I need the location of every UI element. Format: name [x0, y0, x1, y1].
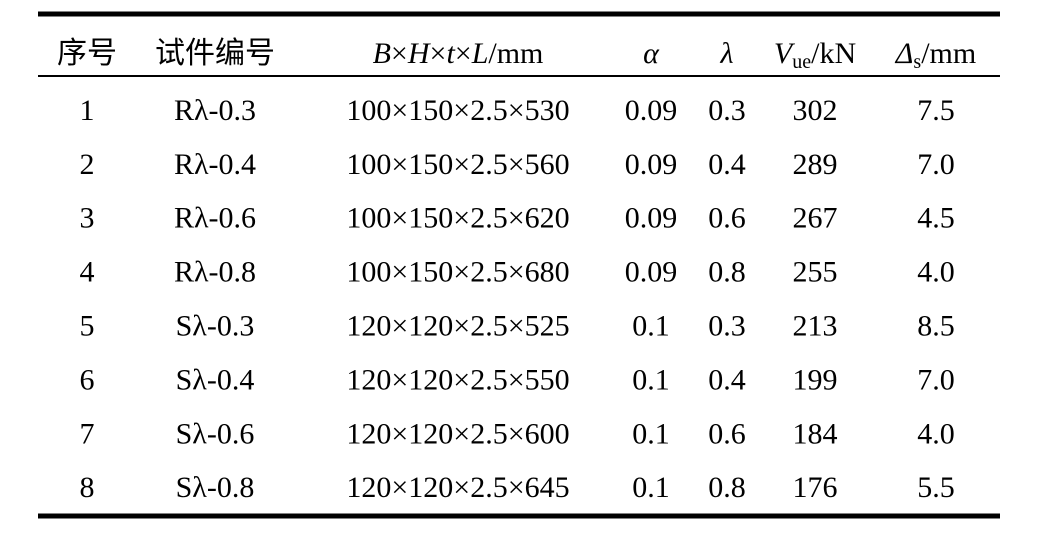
table-cell: 100×150×2.5×530 [346, 94, 569, 127]
header-text: t [446, 37, 455, 70]
table-cell: Sλ-0.8 [176, 471, 255, 504]
header-cell: 试件编号 [155, 37, 275, 70]
table-cell: 4.0 [917, 417, 955, 450]
table-cell: 0.8 [708, 471, 746, 504]
header-text: V [774, 37, 796, 70]
header-text: /mm [488, 37, 543, 70]
table-cell: 0.6 [708, 417, 746, 450]
table-cell: 100×150×2.5×680 [346, 256, 569, 289]
table-cell: Rλ-0.8 [174, 256, 256, 289]
header-text: × [391, 37, 408, 70]
table-cell: 184 [793, 417, 838, 450]
table-cell: 0.4 [708, 363, 746, 396]
table-cell: 176 [793, 471, 838, 504]
table-cell: 0.1 [632, 417, 670, 450]
table-cell: 4 [80, 256, 95, 289]
table-cell: 0.09 [625, 148, 678, 181]
header-text: /mm [921, 37, 976, 70]
header-text: 序号 [57, 37, 117, 70]
table-cell: 267 [793, 202, 838, 235]
table-cell: 0.09 [625, 202, 678, 235]
header-text: × [430, 37, 447, 70]
header-cell: Δs/mm [895, 37, 976, 73]
table-cell: 0.1 [632, 309, 670, 342]
table-cell: 7.5 [917, 94, 955, 127]
header-cell: λ [720, 37, 734, 70]
table-cell: 120×120×2.5×525 [346, 309, 569, 342]
table-cell: 8.5 [917, 309, 955, 342]
table-cell: 100×150×2.5×620 [346, 202, 569, 235]
header-text: L [471, 37, 489, 70]
header-text: /kN [811, 37, 856, 70]
header-text: × [455, 37, 472, 70]
table-cell: 100×150×2.5×560 [346, 148, 569, 181]
header-text: Δ [895, 37, 914, 70]
table-cell: 199 [793, 363, 838, 396]
table-cell: 0.09 [625, 256, 678, 289]
table-cell: 0.09 [625, 94, 678, 127]
header-cell: 序号 [57, 37, 117, 70]
header-text: λ [720, 37, 734, 70]
header-text: H [407, 37, 432, 70]
table-cell: 120×120×2.5×645 [346, 471, 569, 504]
header-cell: B×H×t×L/mm [373, 37, 544, 70]
header-text: B [373, 37, 391, 70]
table-cell: 4.0 [917, 256, 955, 289]
subscript: s [913, 51, 921, 73]
table-cell: 0.8 [708, 256, 746, 289]
table-cell: 0.4 [708, 148, 746, 181]
table-cell: Rλ-0.6 [174, 202, 256, 235]
table-cell: Sλ-0.4 [176, 363, 255, 396]
table-cell: 7.0 [917, 148, 955, 181]
table-cell: 0.6 [708, 202, 746, 235]
table-cell: 302 [793, 94, 838, 127]
table-cell: Rλ-0.3 [174, 94, 256, 127]
table-cell: 7.0 [917, 363, 955, 396]
table-cell: 2 [80, 148, 95, 181]
table-cell: 120×120×2.5×600 [346, 417, 569, 450]
table-cell: 7 [80, 417, 95, 450]
table-cell: 1 [80, 94, 95, 127]
table-cell: 4.5 [917, 202, 955, 235]
table-cell: 6 [80, 363, 95, 396]
table-cell: 255 [793, 256, 838, 289]
header-text: 试件编号 [155, 37, 275, 70]
subscript: ue [792, 51, 811, 73]
table-cell: Rλ-0.4 [174, 148, 256, 181]
table-cell: 5 [80, 309, 95, 342]
table-cell: 8 [80, 471, 95, 504]
table-cell: 5.5 [917, 471, 955, 504]
table-cell: 0.1 [632, 363, 670, 396]
header-cell: Vue/kN [774, 37, 856, 73]
table-cell: Sλ-0.3 [176, 309, 255, 342]
header-text: α [643, 37, 660, 70]
table-cell: 0.3 [708, 94, 746, 127]
table-cell: 120×120×2.5×550 [346, 363, 569, 396]
table-cell: Sλ-0.6 [176, 417, 255, 450]
header-cell: α [643, 37, 660, 70]
table-cell: 289 [793, 148, 838, 181]
table-cell: 0.3 [708, 309, 746, 342]
table-cell: 213 [793, 309, 838, 342]
table-cell: 0.1 [632, 471, 670, 504]
table-cell: 3 [80, 202, 95, 235]
